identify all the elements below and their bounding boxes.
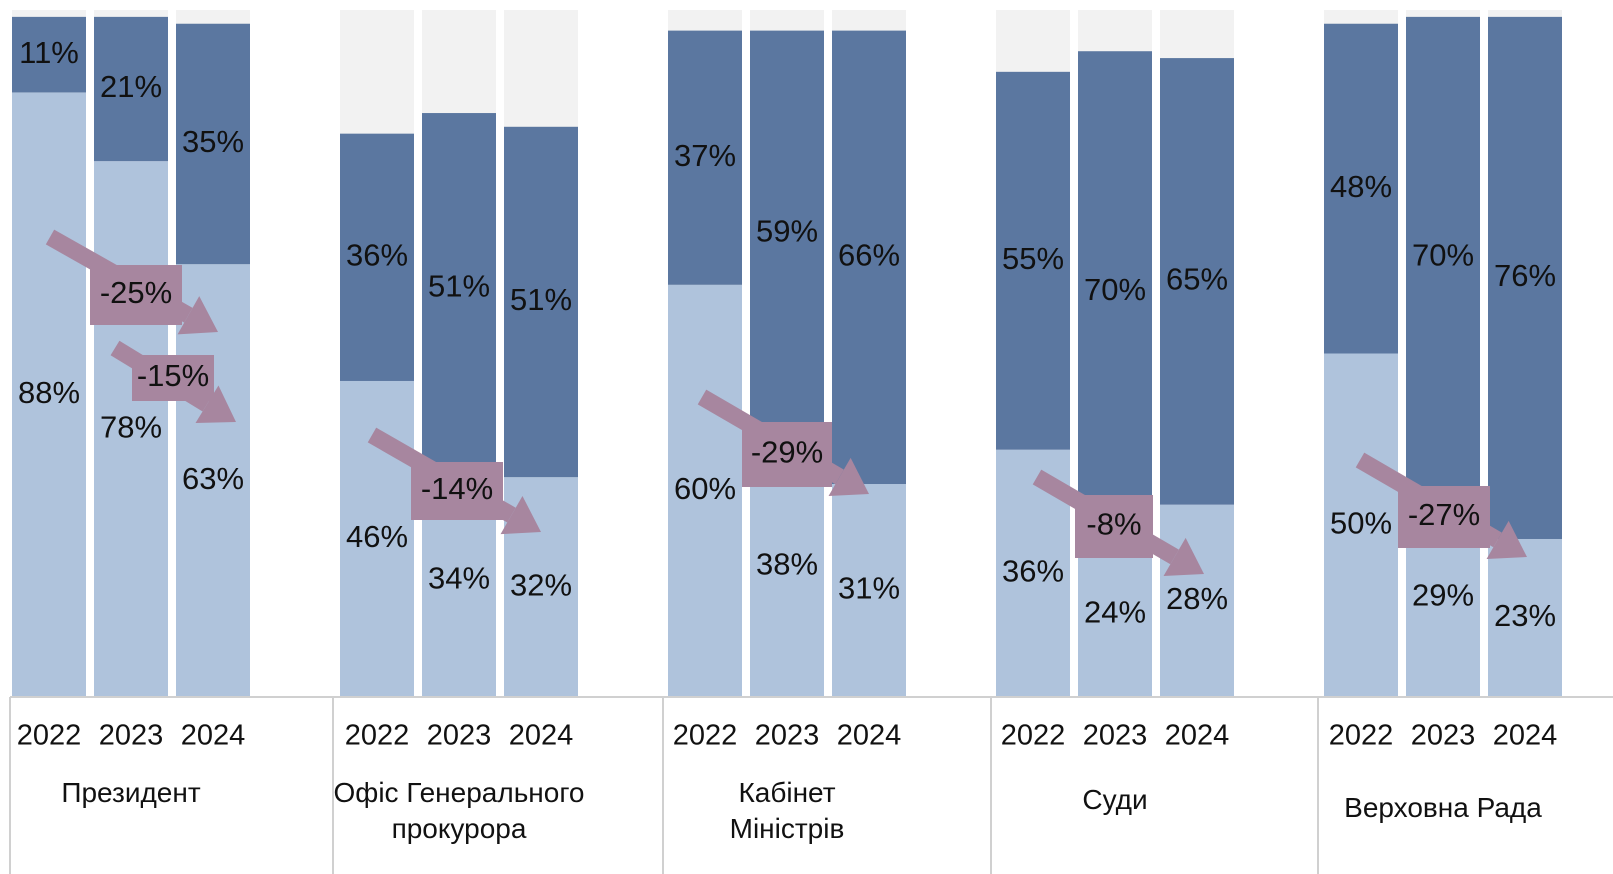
annotation-label: -29%	[751, 435, 823, 470]
x-tick-label: 2024	[837, 720, 902, 752]
bar-segment	[12, 16, 86, 93]
x-tick-label: 2023	[1083, 720, 1148, 752]
value-label: 46%	[346, 519, 408, 554]
bar-segment	[94, 161, 168, 697]
bar-segment	[996, 71, 1070, 450]
bar-segment	[1488, 16, 1562, 539]
annotation-box	[1075, 495, 1153, 558]
bar-segment	[94, 16, 168, 162]
value-label: 23%	[1494, 598, 1556, 633]
value-label: 55%	[1002, 241, 1064, 276]
bar-segment	[340, 133, 414, 381]
annotation-box	[742, 422, 832, 487]
bar-segment	[12, 92, 86, 697]
x-tick-label: 2024	[1493, 720, 1558, 752]
bar-segment	[832, 484, 906, 697]
value-label: 48%	[1330, 169, 1392, 204]
annotation-label: -15%	[137, 358, 209, 393]
value-label: 70%	[1084, 272, 1146, 307]
value-label: 21%	[100, 69, 162, 104]
annotation-box	[90, 265, 182, 325]
value-label: 65%	[1166, 262, 1228, 297]
annotation-label: -25%	[100, 275, 172, 310]
x-tick-label: 2024	[1165, 720, 1230, 752]
bar-segment	[1324, 23, 1398, 354]
bar-segment	[1160, 504, 1234, 697]
bar-segment	[176, 264, 250, 697]
bar-segment	[176, 23, 250, 265]
arrow-head	[500, 495, 541, 535]
value-label: 59%	[756, 213, 818, 248]
value-label: 36%	[1002, 554, 1064, 589]
x-tick-label: 2024	[181, 720, 246, 752]
value-label: 28%	[1166, 581, 1228, 616]
arrow-head	[1486, 520, 1527, 559]
x-tick-label: 2022	[1329, 720, 1394, 752]
bar-segment	[1078, 532, 1152, 697]
value-label: 11%	[19, 35, 79, 70]
group-label: Офіс Генерального прокурора	[333, 777, 585, 844]
value-label: 70%	[1412, 238, 1474, 273]
group-label: Президент	[61, 777, 201, 808]
value-label: 37%	[674, 138, 736, 173]
bar-segment	[668, 284, 742, 697]
value-label: 32%	[510, 567, 572, 602]
arrow-head	[177, 296, 218, 335]
value-label: 63%	[182, 461, 244, 496]
group-label: Суди	[1082, 784, 1148, 815]
bar-segment	[668, 30, 742, 285]
value-label: 29%	[1412, 578, 1474, 613]
annotation-label: -27%	[1408, 497, 1480, 532]
bar-segment	[1488, 538, 1562, 697]
value-label: 34%	[428, 560, 490, 595]
x-tick-label: 2022	[1001, 720, 1066, 752]
x-tick-label: 2024	[509, 720, 574, 752]
value-label: 88%	[18, 375, 80, 410]
value-label: 24%	[1084, 595, 1146, 630]
value-label: 78%	[100, 409, 162, 444]
bar-segment	[504, 126, 578, 478]
x-tick-label: 2022	[673, 720, 738, 752]
bar-segment	[1160, 58, 1234, 505]
annotation-label: -14%	[421, 471, 493, 506]
x-tick-label: 2022	[345, 720, 410, 752]
annotation-box	[132, 355, 214, 401]
bar-segment	[750, 30, 824, 436]
bar-segment	[1406, 16, 1480, 498]
x-tick-label: 2023	[427, 720, 492, 752]
group-label: Верховна Рада	[1344, 792, 1542, 823]
x-tick-label: 2023	[755, 720, 820, 752]
bar-segment	[1324, 353, 1398, 697]
bar-segment	[422, 113, 496, 464]
x-tick-label: 2022	[17, 720, 82, 752]
value-label: 38%	[756, 547, 818, 582]
annotation-label: -8%	[1086, 507, 1141, 542]
bar-segment	[1078, 51, 1152, 533]
arrow-head	[195, 385, 236, 424]
arrow-head	[1163, 537, 1204, 576]
value-label: 60%	[674, 471, 736, 506]
value-label: 50%	[1330, 505, 1392, 540]
bar-segment	[832, 30, 906, 485]
arrow-head	[828, 457, 869, 496]
value-label: 66%	[838, 238, 900, 273]
value-label: 31%	[838, 571, 900, 606]
group-label: Кабінет Міністрів	[729, 777, 845, 844]
value-label: 76%	[1494, 258, 1556, 293]
value-label: 36%	[346, 238, 408, 273]
annotation-box	[1398, 486, 1490, 548]
value-label: 51%	[510, 282, 572, 317]
value-label: 51%	[428, 268, 490, 303]
value-label: 35%	[182, 124, 244, 159]
x-tick-label: 2023	[1411, 720, 1476, 752]
x-tick-label: 2023	[99, 720, 164, 752]
annotation-box	[411, 462, 503, 520]
